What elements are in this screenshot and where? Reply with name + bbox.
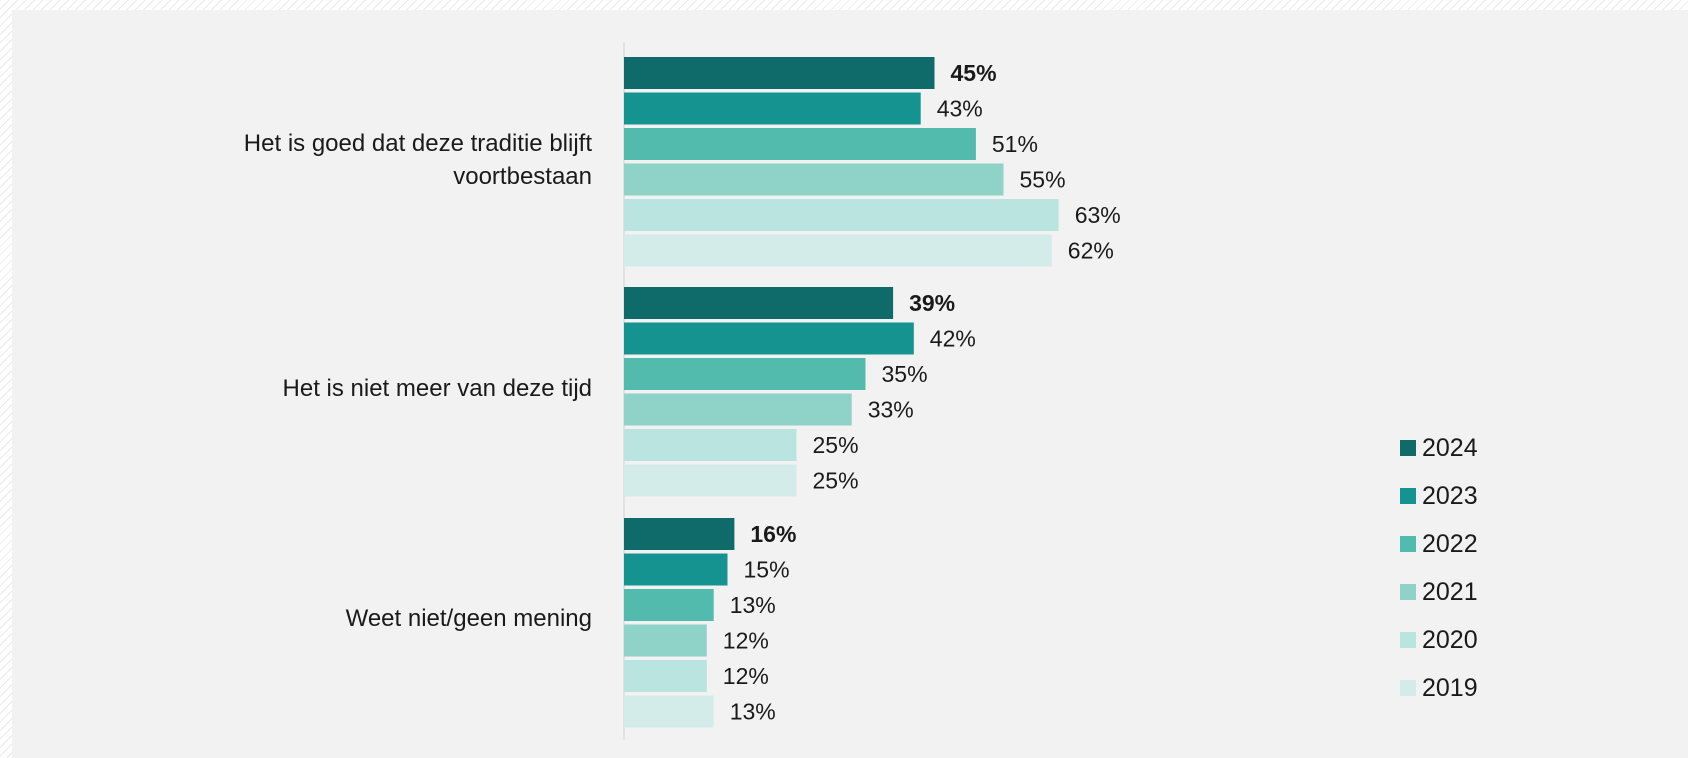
category-label-line: Het is goed dat deze traditie blijft <box>243 130 592 157</box>
bar-2020 <box>624 199 1059 231</box>
bar-2023 <box>624 92 921 125</box>
bar-2019 <box>624 695 714 728</box>
data-label-2021: 33% <box>868 397 914 423</box>
category-label-goed-traditie: Het is goed dat deze traditie blijft voo… <box>72 127 592 193</box>
legend-label: 2021 <box>1422 577 1478 606</box>
data-label-2022: 51% <box>992 131 1038 157</box>
bar-2019 <box>624 464 797 497</box>
bar-2022 <box>624 358 866 390</box>
legend-item-2023: 2023 <box>1400 472 1478 520</box>
data-label-2023: 43% <box>937 96 983 122</box>
legend-item-2021: 2021 <box>1400 568 1478 616</box>
bar-2021 <box>624 624 707 657</box>
legend-swatch <box>1400 536 1416 552</box>
legend-swatch <box>1400 440 1416 456</box>
legend-label: 2022 <box>1422 529 1478 558</box>
legend-label: 2019 <box>1422 673 1478 702</box>
bar-2023 <box>624 322 914 355</box>
data-label-2022: 13% <box>730 592 776 618</box>
legend-swatch <box>1400 680 1416 696</box>
bar-2021 <box>624 393 852 426</box>
data-label-2020: 25% <box>813 432 859 458</box>
data-label-2024: 45% <box>951 60 997 86</box>
category-label-line: Het is niet meer van deze tijd <box>282 375 592 402</box>
data-label-2019: 13% <box>730 699 776 725</box>
legend-item-2020: 2020 <box>1400 616 1478 664</box>
legend-label: 2023 <box>1422 481 1478 510</box>
legend-swatch <box>1400 488 1416 504</box>
bar-2022 <box>624 589 714 621</box>
legend-label: 2020 <box>1422 625 1478 654</box>
legend-swatch <box>1400 584 1416 600</box>
bar-chart: 45% 43% 51% 55% 63% 62% 39% 42%35% 33% 25% 25% 16% 1… <box>623 42 1121 740</box>
bar-2021 <box>624 163 1004 196</box>
category-label-weet-niet: Weet niet/geen mening <box>72 602 592 635</box>
legend-label: 2024 <box>1422 433 1478 462</box>
legend-swatch <box>1400 632 1416 648</box>
data-label-2021: 12% <box>723 628 769 654</box>
data-label-2021: 55% <box>1020 167 1066 193</box>
data-label-2023: 15% <box>744 557 790 583</box>
bar-2020 <box>624 660 707 692</box>
data-label-2023: 42% <box>930 326 976 352</box>
legend-item-2024: 2024 <box>1400 424 1478 472</box>
data-label-2024: 16% <box>750 521 796 547</box>
category-label-line: voortbestaan <box>453 163 592 190</box>
bar-2024 <box>624 287 894 319</box>
legend-item-2022: 2022 <box>1400 520 1478 568</box>
data-label-2022: 35% <box>882 361 928 387</box>
chart-legend: 2024 2023 2022 2021 2020 2019 <box>1400 424 1478 712</box>
data-label-2019: 25% <box>813 468 859 494</box>
chart-panel: 45% 43% 51% 55% 63% 62% 39% 42% 35% 33% 25% 25% 16% 1… <box>12 10 1688 758</box>
category-label-niet-meer-van-deze-tijd: Het is niet meer van deze tijd <box>72 372 592 405</box>
data-label-2024: 39% <box>909 290 955 316</box>
legend-item-2019: 2019 <box>1400 664 1478 712</box>
bar-2024 <box>624 57 935 89</box>
bar-2019 <box>624 234 1052 267</box>
bar-2020 <box>624 429 797 461</box>
bar-2023 <box>624 553 728 586</box>
bar-2022 <box>624 128 976 160</box>
bar-2024 <box>624 518 735 550</box>
data-label-2019: 62% <box>1068 238 1114 264</box>
category-label-line: Weet niet/geen mening <box>345 605 592 632</box>
data-label-2020: 63% <box>1075 202 1121 228</box>
data-label-2020: 12% <box>723 663 769 689</box>
